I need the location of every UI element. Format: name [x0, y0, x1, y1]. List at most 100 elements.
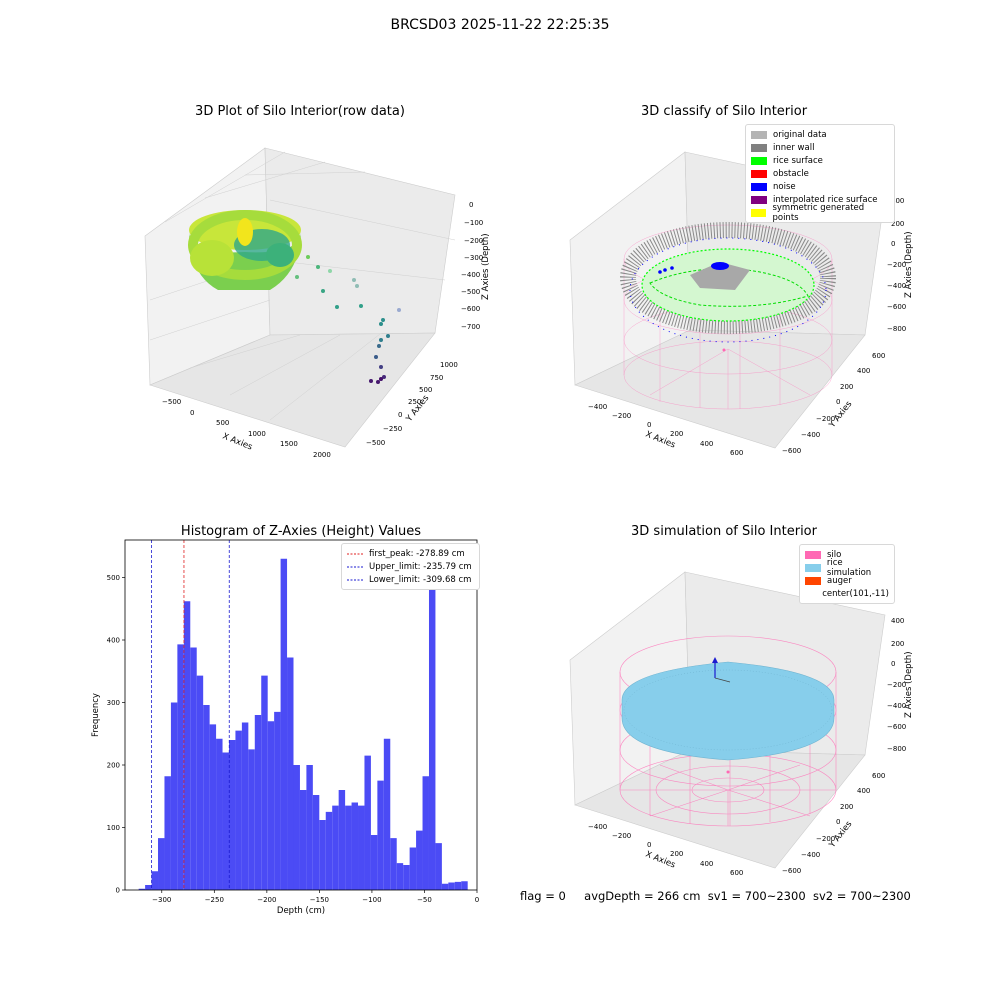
histogram-bar [319, 820, 326, 890]
simulation-rice-surface [621, 661, 835, 761]
raw-xtick: 2000 [313, 451, 331, 459]
classify-ztick: −200 [887, 261, 906, 269]
legend-swatch [751, 169, 767, 178]
histogram-bar [370, 835, 378, 890]
histogram-bar [177, 644, 184, 890]
histogram-bar [235, 730, 242, 890]
simulation-xtick: −200 [612, 832, 631, 840]
x-tick-label: −200 [257, 896, 276, 904]
raw-ytick: 500 [419, 386, 432, 394]
legend-item-first-peak: first_peak: -278.89 cm [347, 548, 465, 559]
histogram-bar [228, 740, 236, 890]
legend-item-lower-limit: Lower_limit: -309.68 cm [347, 574, 472, 585]
histogram-bar [345, 805, 352, 890]
classify-ztick: 0 [891, 240, 895, 248]
x-tick-label: −250 [205, 896, 224, 904]
figure-title: BRCSD03 2025-11-22 22:25:35 [390, 17, 610, 33]
raw-ztick: −200 [464, 237, 483, 245]
x-axis-label: Depth (cm) [277, 906, 325, 916]
legend-item-inner-wall: inner wall [751, 141, 889, 154]
legend-swatch [751, 130, 767, 139]
simulation-ztick: −400 [887, 702, 906, 710]
legend-swatch [805, 590, 816, 598]
histogram-bar [364, 755, 371, 890]
y-tick-label: 400 [107, 637, 120, 645]
y-tick-label: 0 [116, 887, 120, 895]
classify-xtick: 200 [670, 430, 683, 438]
x-tick-label: 0 [475, 896, 479, 904]
histogram-bar [241, 722, 249, 890]
legend-item-noise: noise [751, 180, 889, 193]
raw-3d-plot: −500 0 500 1000 1500 2000 −500 −250 0 25… [144, 147, 491, 459]
histogram-bar [164, 776, 171, 890]
avg-depth-text: avgDepth = 266 cm [584, 889, 701, 903]
histogram-bar [138, 888, 146, 890]
histogram-title: Histogram of Z-Axies (Height) Values [180, 524, 422, 539]
raw-ytick: 1000 [440, 361, 458, 369]
raw-ztick: 0 [469, 201, 473, 209]
raw-point-cloud [188, 210, 302, 290]
classify-xtick: 0 [647, 421, 651, 429]
histogram-bar [416, 830, 423, 890]
histogram-bar [254, 715, 262, 890]
y-axis-label: Frequency [91, 693, 101, 737]
legend-swatch [805, 563, 821, 572]
legend-item-rice-simulation: rice simulation [805, 558, 889, 578]
classify-ytick: 0 [836, 398, 840, 406]
classify-ytick: −400 [801, 431, 820, 439]
histogram-bar [396, 863, 404, 890]
histogram-bar [409, 847, 417, 890]
raw-zlabel: Z Axies (Depth) [481, 233, 491, 300]
legend-item-symmetric-generated-points: symmetric generated points [751, 203, 889, 223]
raw-ztick: −600 [461, 305, 480, 313]
histogram-frame [124, 539, 478, 891]
simulation-ytick: 200 [840, 803, 853, 811]
classify-ztick: 200 [891, 220, 904, 228]
histogram-bar [151, 871, 159, 890]
classify-ztick: −800 [887, 325, 906, 333]
raw-ztick: −500 [461, 288, 480, 296]
x-tick-label: −100 [362, 896, 381, 904]
raw-ytick: 0 [398, 411, 402, 419]
histogram-bar [280, 558, 288, 890]
raw-ytick: −250 [383, 425, 402, 433]
y-tick-label: 100 [107, 824, 120, 832]
histogram-bar [299, 790, 307, 890]
histogram-bar [274, 711, 281, 890]
legend-swatch [751, 156, 767, 165]
classify-ytick: 400 [857, 367, 870, 375]
histogram-bar [183, 601, 191, 890]
histogram-bar [248, 749, 255, 890]
classify-point-cloud [620, 222, 836, 352]
histogram-bar [461, 881, 468, 890]
simulation-xtick: −400 [588, 823, 607, 831]
simulation-ztick: −200 [887, 681, 906, 689]
simulation-ytick: 600 [872, 772, 885, 780]
status-footer: flag = 0 avgDepth = 266 cm sv1 = 700~230… [520, 889, 911, 903]
histogram-bar [267, 721, 275, 890]
legend-item-original-data: original data [751, 128, 889, 141]
raw-floor-pane [149, 332, 436, 448]
classify-xtick: 600 [730, 449, 743, 457]
y-tick-label: 300 [107, 699, 120, 707]
histogram-bar [306, 765, 313, 890]
histogram-bar [358, 805, 365, 890]
classify-3d-plot: −400 −200 0 200 400 600 −600 −400 −200 0… [569, 151, 914, 457]
histogram-bar [222, 752, 229, 890]
histogram-bar [422, 776, 429, 890]
legend-swatch [805, 576, 821, 585]
legend-swatch [751, 195, 767, 204]
simulation-ytick: 0 [836, 818, 840, 826]
histogram-bar [145, 885, 152, 890]
classify-ytick: −600 [782, 447, 801, 455]
histogram-bar [377, 780, 384, 890]
histogram-bar [403, 865, 410, 890]
simulation-xtick: 0 [647, 841, 651, 849]
raw-ytick: −500 [366, 439, 385, 447]
raw-ytick: 250 [408, 398, 421, 406]
flag-text: flag = 0 [520, 889, 566, 903]
histogram-bar [448, 882, 455, 890]
x-tick-label: −50 [417, 896, 432, 904]
legend-swatch [751, 143, 767, 152]
histogram-bar [325, 811, 333, 890]
